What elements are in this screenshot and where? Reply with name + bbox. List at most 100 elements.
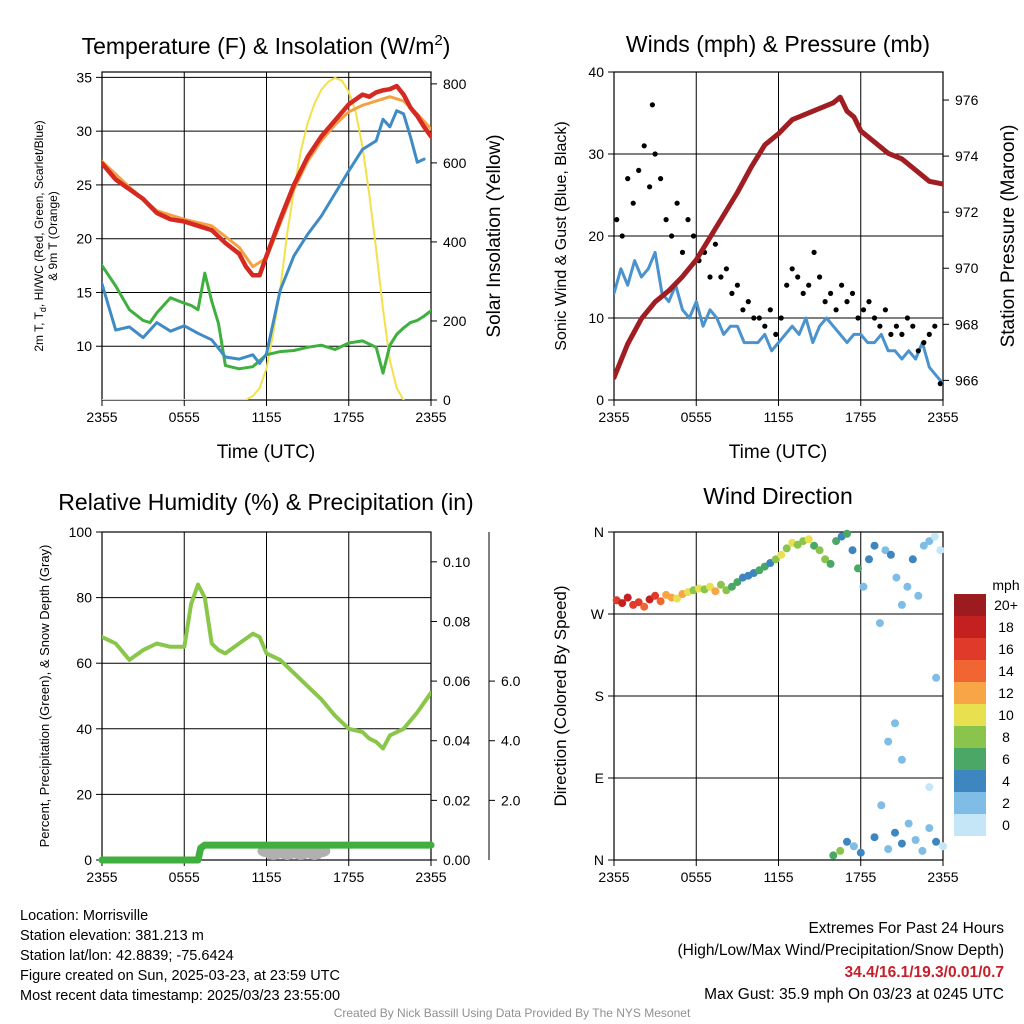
wind-speed-line: [614, 250, 943, 386]
gust-point: [663, 217, 669, 223]
gust-point: [630, 200, 636, 206]
pressure-tick-label: 976: [955, 92, 979, 108]
gust-point: [828, 290, 834, 296]
insolation-tick-label: 600: [443, 155, 467, 171]
winds-xlabel: Time (UTC): [729, 442, 828, 463]
created-text: Figure created on Sun, 2025-03-23, at 23…: [20, 968, 340, 984]
gust-point: [712, 241, 719, 247]
gust-point: [910, 323, 916, 329]
gust-point: [745, 299, 751, 305]
direction-point: [832, 537, 841, 546]
pressure-tick-label: 966: [955, 372, 979, 388]
direction-point: [829, 851, 838, 860]
direction-point: [771, 555, 780, 564]
rh-ytick-label: 60: [76, 655, 92, 671]
direction-point: [884, 737, 893, 746]
rh-ytick-label: 0: [84, 852, 92, 868]
pressure-tick-label: 974: [955, 148, 979, 164]
rh-xtick-label: 0555: [169, 869, 200, 885]
gust-point: [937, 381, 943, 387]
humidity-ylabel: Percent, Precipitation (Green), & Snow D…: [37, 545, 52, 848]
direction-point: [925, 783, 934, 792]
direction-point: [826, 559, 835, 568]
direction-point: [886, 550, 895, 559]
gust-point: [740, 307, 746, 313]
precip-tick-label: 0.04: [443, 733, 470, 749]
gust-point: [932, 323, 938, 329]
snowdepth-tick-label: 2.0: [501, 792, 521, 808]
temperature-ylabel: 2m T, Td, HI/WC (Red, Green, Scarlet/Blu…: [32, 120, 48, 351]
dir-xtick-label: 2355: [927, 869, 958, 885]
temperature-title: Temperature (F) & Insolation (W/m2): [82, 32, 451, 59]
colorbar-label: 2: [1002, 795, 1010, 811]
gust-point: [658, 176, 664, 182]
wind-xtick-label: 1155: [763, 409, 793, 425]
direction-point: [870, 541, 879, 550]
rh-ytick-label: 80: [76, 590, 92, 606]
direction-point: [843, 529, 851, 538]
direction-point: [859, 582, 868, 591]
gust-point: [625, 176, 631, 182]
colorbar-label: 6: [1002, 751, 1010, 767]
temp-xtick-label: 1755: [333, 409, 364, 425]
gust-point: [778, 315, 784, 321]
rh-ytick-label: 100: [69, 524, 93, 540]
direction-point: [918, 846, 927, 855]
gust-point: [729, 290, 735, 296]
gust-point: [849, 290, 856, 296]
gust-point: [767, 307, 773, 313]
precip-tick-label: 0.00: [443, 852, 470, 868]
colorbar-swatch: [954, 726, 986, 748]
gust-point: [921, 340, 927, 346]
pressure-tick-label: 972: [955, 204, 979, 220]
gust-point: [855, 315, 861, 321]
insolation-tick-label: 200: [443, 313, 467, 329]
direction-point: [651, 591, 660, 600]
temp-ytick-label: 10: [76, 338, 92, 354]
rh-xtick-label: 1755: [333, 869, 364, 885]
direction-point: [881, 546, 890, 555]
precip-tick-label: 0.08: [443, 613, 470, 629]
rh-ytick-label: 20: [76, 786, 92, 802]
direction-point: [856, 848, 865, 857]
gust-point: [893, 323, 900, 329]
direction-point: [877, 801, 886, 810]
snowdepth-tick-label: 4.0: [501, 733, 521, 749]
colorbar-label: 18: [998, 619, 1014, 635]
direction-point: [843, 837, 851, 846]
humidity-panel: Relative Humidity (%) & Precipitation (i…: [37, 489, 521, 885]
gust-point: [690, 233, 697, 239]
colorbar-swatch: [954, 748, 986, 770]
insolation-tick-label: 400: [443, 234, 467, 250]
temp-ytick-label: 20: [76, 231, 92, 247]
pressure-tick-label: 970: [955, 260, 979, 276]
direction-point: [897, 755, 906, 764]
direction-point: [908, 555, 917, 564]
gust-point: [669, 233, 675, 239]
direction-point: [932, 837, 941, 846]
direction-point: [711, 587, 720, 596]
wind-ytick-label: 10: [588, 310, 604, 326]
dir-xtick-label: 1755: [845, 869, 876, 885]
rh-xtick-label: 2355: [86, 869, 117, 885]
colorbar-swatch: [954, 770, 986, 792]
direction-point: [706, 582, 714, 591]
colorbar-label: 8: [1002, 729, 1010, 745]
direction-point: [932, 673, 941, 682]
wind-ytick-label: 30: [588, 146, 604, 162]
direction-point: [892, 573, 901, 582]
location-text: Location: Morrisville: [20, 908, 149, 924]
gust-point: [833, 307, 839, 313]
rh-xtick-label: 2355: [415, 869, 446, 885]
wind-xtick-label: 1755: [845, 409, 876, 425]
colorbar-label: 14: [998, 663, 1014, 679]
direction-point: [936, 546, 945, 555]
gust-point: [844, 299, 850, 305]
pressure-tick-label: 968: [955, 316, 979, 332]
dir-xtick-label: 2355: [598, 869, 629, 885]
direction-point: [897, 839, 906, 848]
gust-point: [647, 184, 653, 190]
direction-point: [904, 819, 913, 828]
direction-title: Wind Direction: [703, 483, 853, 509]
direction-point: [925, 537, 934, 546]
